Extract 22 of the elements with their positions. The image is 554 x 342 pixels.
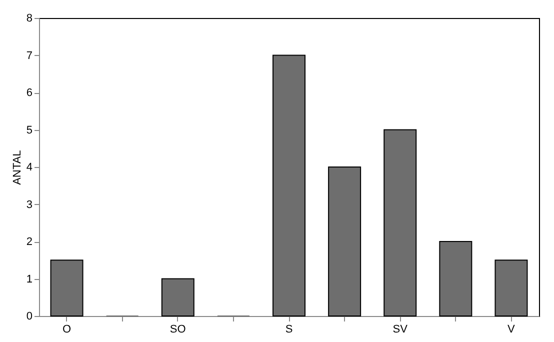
y-tick-label: 8 [26,12,32,24]
x-tick-label: SO [170,324,186,336]
x-tick-label: S [285,324,293,336]
bar [384,129,417,316]
y-tick-label: 2 [26,236,32,248]
y-axis-title: ANTAL [11,150,24,185]
bar [50,260,84,316]
bar [494,260,528,316]
bar [161,278,194,316]
y-tick-label: 7 [26,50,32,62]
x-tick-label: V [508,324,516,336]
y-tick-label: 1 [26,273,32,286]
x-tick-label: O [62,324,72,336]
bar [328,166,362,316]
y-tick-label: 5 [26,124,32,136]
y-tick-label: 0 [26,310,32,322]
bar [439,241,472,316]
y-tick-label: 6 [26,87,32,99]
y-tick-label: 3 [26,198,32,211]
x-tick-label: SV [392,324,408,336]
y-tick-label: 4 [26,162,32,174]
bar [272,54,306,316]
